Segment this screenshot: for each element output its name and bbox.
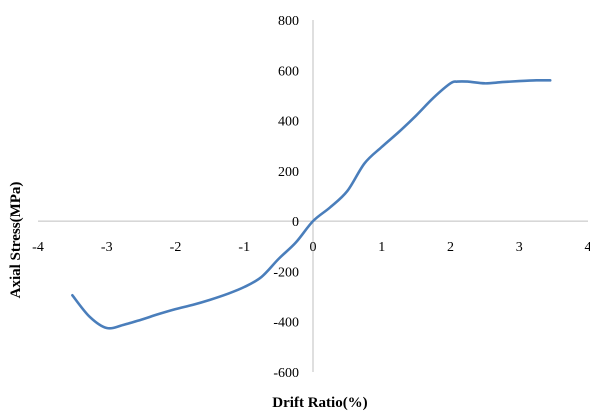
y-tick-label: 200 xyxy=(278,165,299,180)
x-tick-label: -4 xyxy=(32,240,44,255)
x-axis-title: Drift Ratio(%) xyxy=(272,395,367,411)
plot-area xyxy=(71,78,552,330)
y-tick-label: -200 xyxy=(273,265,299,280)
y-tick-label: 800 xyxy=(278,14,299,29)
y-tick-labels: -600 -400 -200 0 200 400 600 800 xyxy=(273,14,299,381)
x-tick-label: 4 xyxy=(585,240,590,255)
y-tick-label: 600 xyxy=(278,64,299,79)
x-tick-label: 1 xyxy=(378,240,385,255)
x-tick-label: -2 xyxy=(170,240,182,255)
x-tick-labels: -4 -3 -2 -1 0 1 2 3 4 xyxy=(32,240,590,255)
y-tick-label: 0 xyxy=(292,215,299,230)
x-tick-label: -1 xyxy=(238,240,250,255)
x-tick-label: 3 xyxy=(516,240,523,255)
y-axis-title: Axial Stress(MPa) xyxy=(8,182,24,299)
y-tick-label: 400 xyxy=(278,115,299,130)
x-tick-label: -3 xyxy=(101,240,113,255)
y-tick-label: -600 xyxy=(273,366,299,381)
axes xyxy=(38,20,588,372)
series-line-1 xyxy=(71,78,552,330)
y-tick-label: -400 xyxy=(273,316,299,331)
x-tick-label: 2 xyxy=(447,240,454,255)
x-tick-label: 0 xyxy=(310,240,317,255)
